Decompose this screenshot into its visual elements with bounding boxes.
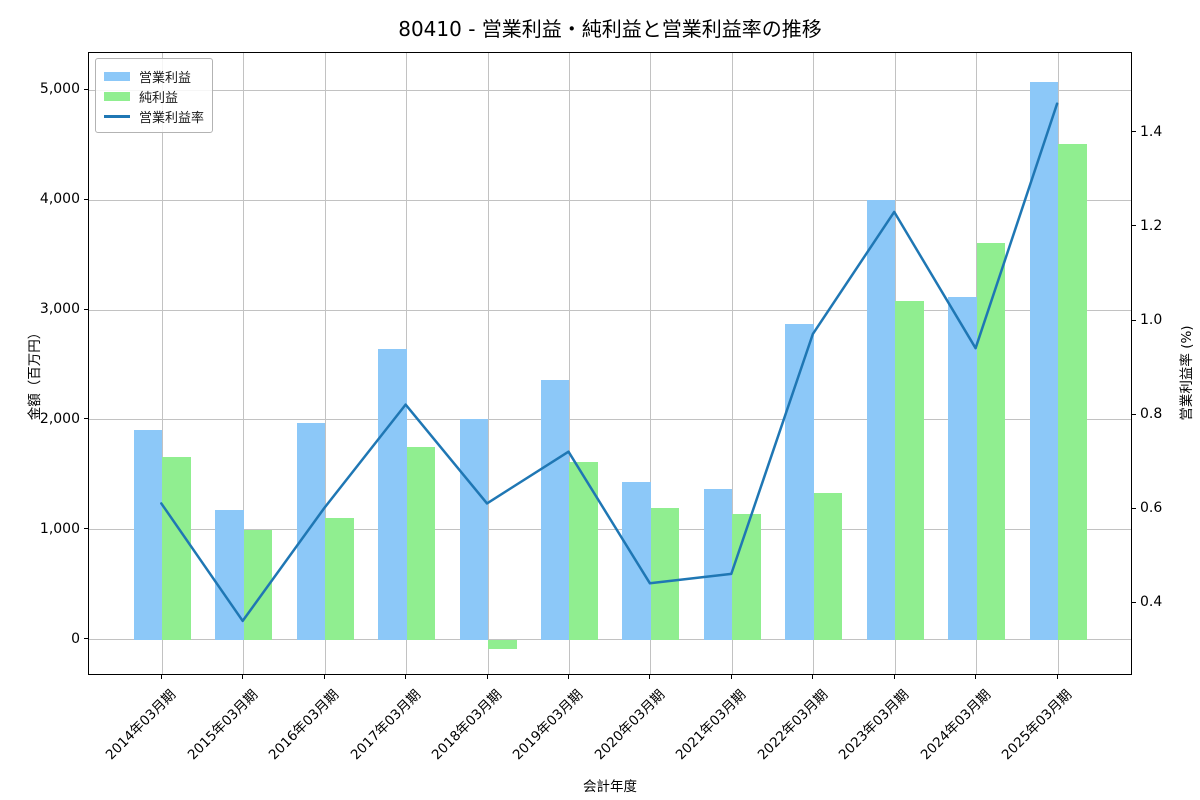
legend-item: 営業利益率 bbox=[104, 106, 205, 126]
y-tick-label-right: 1.0 bbox=[1140, 312, 1163, 328]
y-tick-label-right: 0.8 bbox=[1140, 406, 1163, 423]
gridline-horizontal bbox=[89, 89, 1131, 91]
gridline-vertical bbox=[243, 53, 245, 674]
bar-net-income bbox=[732, 514, 761, 640]
legend: 営業利益純利益営業利益率 bbox=[95, 58, 213, 133]
y-axis-label-left: 金額（百万円） bbox=[27, 325, 43, 421]
y-tick-label-left: 2,000 bbox=[39, 410, 80, 427]
bar-operating-income bbox=[540, 380, 570, 640]
legend-label: 営業利益率 bbox=[139, 110, 205, 126]
bar-net-income bbox=[895, 301, 924, 640]
bar-operating-income bbox=[459, 418, 489, 640]
y-tick-mark-left bbox=[84, 308, 88, 310]
y-tick-label-right: 0.4 bbox=[1140, 594, 1163, 611]
bar-operating-income bbox=[215, 510, 244, 640]
x-tick-mark bbox=[975, 675, 977, 679]
bar-net-income bbox=[976, 243, 1006, 640]
bar-operating-income bbox=[948, 296, 977, 640]
y-tick-mark-left bbox=[84, 528, 88, 530]
x-tick-mark bbox=[160, 675, 162, 679]
x-tick-mark bbox=[486, 675, 488, 679]
bar-net-income bbox=[813, 492, 843, 640]
gridline-vertical bbox=[650, 53, 652, 674]
y-tick-label-left: 4,000 bbox=[39, 191, 80, 208]
legend-item: 営業利益 bbox=[104, 66, 203, 86]
gridline-vertical bbox=[161, 53, 163, 674]
gridline-vertical bbox=[406, 53, 408, 674]
gridline-vertical bbox=[813, 53, 815, 674]
bar-net-income bbox=[488, 639, 517, 650]
x-tick-mark bbox=[323, 675, 325, 679]
y-tick-mark-left bbox=[84, 418, 88, 420]
y-tick-mark-left bbox=[84, 88, 88, 90]
gridline-horizontal bbox=[89, 639, 1131, 641]
gridline-vertical bbox=[324, 53, 326, 674]
x-tick-mark bbox=[242, 675, 244, 679]
legend-label: 純利益 bbox=[139, 90, 179, 106]
chart-title: 80410 - 営業利益・純利益と営業利益率の推移 bbox=[398, 17, 822, 41]
bar-operating-income bbox=[378, 348, 407, 640]
x-tick-mark bbox=[567, 675, 569, 679]
y-tick-mark-left bbox=[84, 638, 88, 640]
plot-area bbox=[88, 52, 1132, 675]
bar-net-income bbox=[325, 517, 354, 640]
x-tick-mark bbox=[893, 675, 895, 679]
x-tick-mark bbox=[649, 675, 651, 679]
bar-net-income bbox=[406, 447, 436, 640]
operating-margin-line bbox=[160, 102, 1059, 623]
y-tick-label-left: 3,000 bbox=[39, 301, 80, 318]
x-tick-mark bbox=[812, 675, 814, 679]
bar-operating-income bbox=[866, 200, 896, 640]
y-tick-mark-right bbox=[1132, 319, 1136, 321]
legend-line-swatch bbox=[104, 114, 130, 118]
bar-net-income bbox=[162, 457, 191, 640]
gridline-horizontal bbox=[89, 309, 1131, 311]
gridline-horizontal bbox=[89, 529, 1131, 531]
y-tick-mark-right bbox=[1132, 507, 1136, 509]
legend-patch-swatch bbox=[104, 71, 130, 81]
gridline-horizontal bbox=[89, 199, 1131, 201]
legend-patch-swatch bbox=[104, 91, 130, 101]
y-tick-label-right: 0.6 bbox=[1140, 500, 1163, 517]
legend-swatch-shape bbox=[104, 71, 130, 81]
x-tick-mark bbox=[1056, 675, 1058, 679]
bar-operating-income bbox=[296, 423, 326, 640]
gridline-vertical bbox=[731, 53, 733, 674]
legend-item: 純利益 bbox=[104, 86, 203, 106]
gridline-vertical bbox=[568, 53, 570, 674]
gridline-vertical bbox=[487, 53, 489, 674]
y-tick-mark-right bbox=[1132, 601, 1136, 603]
x-tick-mark bbox=[730, 675, 732, 679]
y-axis-label-right: 営業利益率 (%) bbox=[1179, 325, 1195, 421]
y-tick-label-right: 1.4 bbox=[1140, 123, 1163, 140]
legend-label: 営業利益 bbox=[139, 70, 192, 86]
bar-operating-income bbox=[703, 489, 733, 640]
legend-swatch-shape bbox=[104, 91, 130, 101]
bar-operating-income bbox=[133, 429, 163, 640]
y-tick-label-right: 1.2 bbox=[1140, 217, 1163, 234]
bar-net-income bbox=[1058, 144, 1087, 640]
legend-swatch-shape bbox=[104, 114, 130, 118]
y-tick-mark-right bbox=[1132, 225, 1136, 227]
y-tick-mark-right bbox=[1132, 413, 1136, 415]
y-tick-mark-right bbox=[1132, 131, 1136, 133]
x-axis-label: 会計年度 bbox=[583, 779, 637, 795]
x-tick-mark bbox=[405, 675, 407, 679]
gridline-horizontal bbox=[89, 419, 1131, 421]
y-tick-label-left: 0 bbox=[71, 630, 80, 647]
y-tick-label-left: 1,000 bbox=[39, 520, 80, 537]
y-tick-mark-left bbox=[84, 198, 88, 200]
bar-net-income bbox=[650, 507, 680, 640]
y-tick-label-left: 5,000 bbox=[39, 81, 80, 98]
